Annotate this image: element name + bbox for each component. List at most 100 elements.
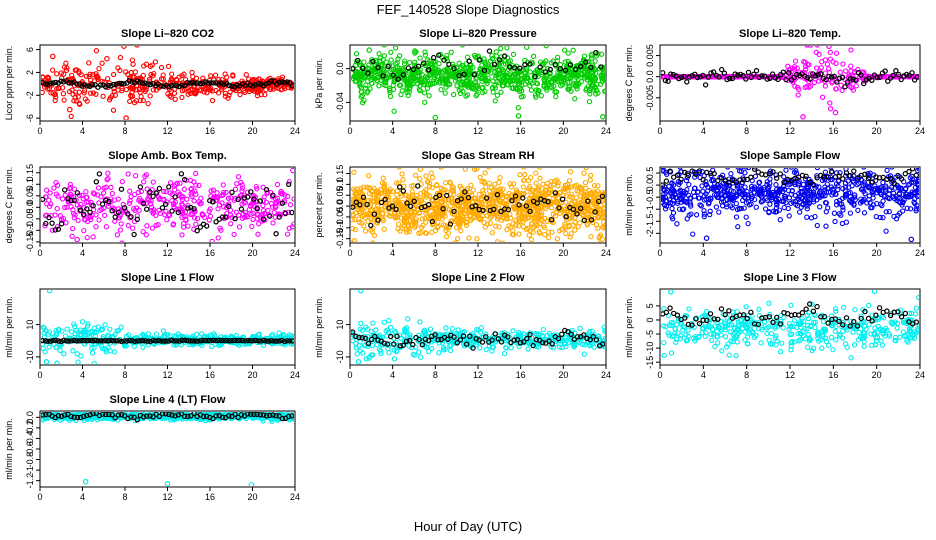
reference-point — [229, 83, 235, 89]
reference-point — [844, 79, 851, 85]
data-point — [71, 215, 77, 221]
data-point — [526, 232, 532, 238]
x-tick-label: 8 — [744, 248, 749, 258]
data-point — [402, 58, 408, 64]
data-point — [368, 216, 374, 222]
data-point — [816, 193, 822, 199]
data-point — [572, 227, 578, 233]
data-point — [246, 206, 253, 213]
data-point — [701, 208, 707, 214]
data-point — [84, 98, 90, 104]
reference-point — [718, 175, 725, 181]
data-point — [462, 168, 468, 172]
reference-point — [769, 71, 776, 77]
data-point — [185, 223, 191, 229]
data-point — [827, 100, 833, 106]
reference-point — [847, 75, 854, 82]
reference-point — [552, 190, 559, 196]
data-point — [64, 204, 70, 210]
reference-point — [370, 58, 376, 65]
data-point — [400, 176, 406, 183]
data-point — [91, 325, 97, 331]
reference-point — [911, 77, 918, 83]
data-point — [566, 84, 572, 90]
data-point — [833, 60, 839, 67]
data-point — [351, 225, 356, 232]
data-point — [701, 213, 707, 220]
data-point — [833, 191, 839, 197]
data-point — [515, 192, 522, 199]
data-point — [380, 210, 386, 217]
reference-point — [380, 73, 386, 79]
data-point — [353, 51, 360, 57]
reference-point — [87, 209, 93, 216]
data-point — [554, 54, 561, 61]
data-point — [719, 203, 726, 209]
data-point — [401, 215, 408, 221]
data-point — [249, 223, 255, 230]
data-point — [412, 50, 418, 56]
data-point — [446, 197, 452, 204]
data-point — [365, 78, 371, 84]
scatter-points — [661, 168, 919, 242]
reference-point — [446, 61, 452, 68]
data-point — [848, 47, 854, 53]
reference-point — [77, 207, 84, 213]
reference-point — [486, 48, 493, 54]
data-point — [365, 172, 372, 179]
data-point — [676, 206, 683, 212]
data-point — [153, 212, 159, 219]
reference-point — [662, 77, 669, 84]
reference-point — [556, 205, 562, 211]
data-point — [502, 72, 509, 78]
outlier-point — [432, 114, 439, 120]
figure-title: FEF_140528 Slope Diagnostics — [377, 2, 560, 17]
data-point — [598, 51, 605, 57]
data-point — [545, 234, 552, 241]
reference-point — [483, 195, 490, 201]
data-point — [473, 93, 479, 99]
reference-point — [66, 80, 72, 86]
reference-point — [189, 80, 196, 86]
data-point — [766, 209, 772, 216]
data-point — [728, 171, 734, 177]
data-point — [840, 61, 846, 67]
reference-point — [451, 208, 457, 215]
data-point — [201, 89, 207, 95]
data-point — [90, 72, 96, 78]
data-point — [421, 90, 428, 96]
data-point — [847, 210, 854, 216]
data-point — [357, 62, 363, 68]
reference-point — [115, 209, 122, 215]
data-point — [793, 170, 800, 176]
reference-point — [106, 198, 112, 205]
x-tick-label: 4 — [390, 248, 395, 258]
data-point — [140, 72, 146, 79]
data-point — [418, 230, 424, 236]
reference-point — [436, 192, 443, 199]
reference-point — [55, 226, 62, 232]
data-point — [127, 98, 133, 105]
reference-point — [853, 77, 859, 84]
data-point — [698, 203, 704, 209]
data-point — [456, 60, 462, 66]
data-point — [749, 194, 755, 200]
y-tick-label: 0.1 — [335, 178, 345, 191]
reference-point — [222, 214, 229, 220]
reference-point — [81, 81, 88, 88]
data-point — [87, 90, 94, 96]
reference-point — [207, 197, 213, 204]
reference-point — [447, 221, 454, 227]
data-point — [725, 168, 731, 170]
data-point — [438, 86, 444, 93]
data-point — [403, 78, 409, 84]
data-point — [822, 169, 829, 175]
data-point — [669, 205, 675, 212]
data-point — [351, 75, 356, 82]
data-point — [236, 224, 243, 230]
data-point — [84, 323, 91, 329]
data-point — [521, 168, 527, 170]
data-point — [837, 201, 843, 207]
reference-point — [45, 81, 51, 88]
